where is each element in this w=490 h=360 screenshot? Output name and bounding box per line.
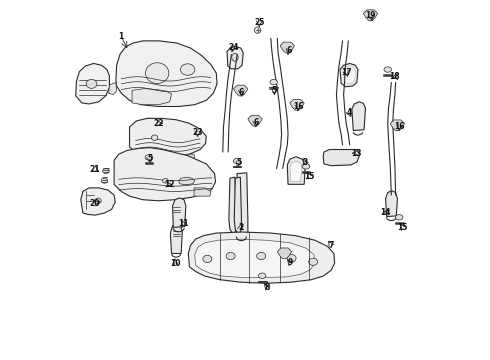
Text: 13: 13 — [351, 149, 362, 158]
Text: 23: 23 — [193, 128, 203, 137]
Polygon shape — [132, 89, 172, 105]
Text: 19: 19 — [365, 10, 376, 19]
Ellipse shape — [102, 168, 109, 174]
Text: 10: 10 — [170, 259, 180, 268]
Ellipse shape — [180, 64, 195, 75]
Text: 16: 16 — [394, 122, 404, 131]
Polygon shape — [236, 173, 248, 237]
Text: 17: 17 — [341, 68, 351, 77]
Text: 21: 21 — [90, 165, 100, 174]
Text: 22: 22 — [153, 119, 164, 128]
Text: 1: 1 — [119, 32, 124, 41]
Text: 14: 14 — [380, 208, 391, 217]
Polygon shape — [234, 177, 242, 233]
Polygon shape — [171, 224, 182, 253]
Text: 4: 4 — [346, 108, 352, 117]
Ellipse shape — [145, 155, 153, 160]
Ellipse shape — [233, 158, 241, 164]
Ellipse shape — [151, 135, 158, 140]
Polygon shape — [280, 42, 294, 53]
Polygon shape — [277, 248, 292, 259]
Polygon shape — [340, 63, 358, 87]
Polygon shape — [352, 102, 366, 131]
Text: 6: 6 — [239, 87, 244, 96]
Polygon shape — [194, 188, 211, 196]
Text: 3: 3 — [303, 158, 308, 167]
Polygon shape — [129, 118, 206, 158]
Polygon shape — [390, 120, 405, 131]
Polygon shape — [188, 232, 335, 283]
Polygon shape — [287, 157, 305, 184]
Polygon shape — [81, 188, 115, 215]
Polygon shape — [195, 239, 315, 278]
Polygon shape — [234, 85, 248, 96]
Text: 5: 5 — [272, 86, 277, 95]
Polygon shape — [186, 154, 195, 162]
Text: 15: 15 — [397, 223, 408, 232]
Ellipse shape — [257, 252, 266, 260]
Text: 6: 6 — [253, 118, 258, 127]
Text: 25: 25 — [254, 18, 265, 27]
Ellipse shape — [287, 255, 296, 262]
Ellipse shape — [258, 273, 266, 278]
Ellipse shape — [254, 27, 261, 33]
Text: 8: 8 — [265, 283, 270, 292]
Text: 18: 18 — [390, 72, 400, 81]
Text: 12: 12 — [164, 180, 174, 189]
Polygon shape — [229, 177, 236, 233]
Ellipse shape — [146, 63, 169, 84]
Text: 15: 15 — [304, 172, 315, 181]
Polygon shape — [386, 191, 397, 217]
Ellipse shape — [302, 164, 310, 169]
Text: 20: 20 — [90, 199, 100, 208]
Ellipse shape — [384, 67, 392, 72]
Ellipse shape — [395, 215, 403, 220]
Ellipse shape — [86, 80, 97, 88]
Polygon shape — [109, 82, 117, 95]
Text: 7: 7 — [328, 241, 334, 250]
Polygon shape — [116, 41, 217, 107]
Ellipse shape — [232, 53, 238, 61]
Ellipse shape — [226, 252, 235, 260]
Polygon shape — [114, 148, 216, 201]
Text: 24: 24 — [228, 43, 239, 52]
Polygon shape — [323, 149, 359, 166]
Polygon shape — [172, 198, 186, 227]
Text: 11: 11 — [178, 219, 189, 228]
Text: 9: 9 — [287, 258, 293, 267]
Polygon shape — [179, 177, 195, 185]
Text: 16: 16 — [293, 102, 303, 111]
Polygon shape — [364, 10, 378, 21]
Ellipse shape — [309, 258, 318, 265]
Ellipse shape — [101, 178, 108, 183]
Polygon shape — [290, 161, 302, 182]
Polygon shape — [290, 99, 304, 110]
Text: 5: 5 — [147, 154, 152, 163]
Text: 5: 5 — [236, 158, 241, 167]
Polygon shape — [76, 63, 109, 104]
Ellipse shape — [270, 80, 277, 85]
Ellipse shape — [163, 179, 168, 183]
Ellipse shape — [203, 255, 212, 262]
Polygon shape — [140, 158, 149, 166]
Text: 2: 2 — [238, 223, 244, 232]
Polygon shape — [227, 46, 243, 69]
Text: 6: 6 — [286, 46, 292, 55]
Polygon shape — [343, 66, 355, 84]
Polygon shape — [248, 115, 262, 126]
Ellipse shape — [95, 198, 101, 203]
